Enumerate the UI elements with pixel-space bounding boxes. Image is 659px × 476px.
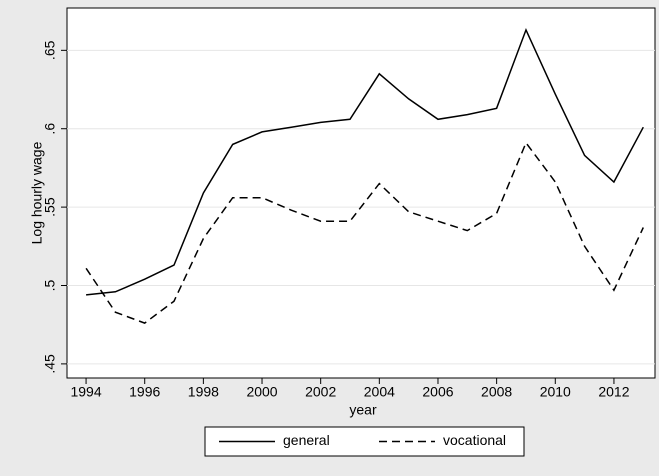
x-tick-label: 1996 xyxy=(129,384,160,400)
x-tick-label: 2000 xyxy=(246,384,277,400)
y-tick-label: .55 xyxy=(42,197,58,217)
x-tick-label: 1994 xyxy=(70,384,101,400)
y-tick-label: .6 xyxy=(42,123,58,135)
x-tick-label: 1998 xyxy=(188,384,219,400)
x-axis-title: year xyxy=(349,402,377,418)
y-tick-label: .45 xyxy=(42,354,58,374)
series-line xyxy=(85,141,644,324)
plot-area xyxy=(66,7,656,379)
legend-label: vocational xyxy=(443,432,506,448)
series-line xyxy=(86,27,644,296)
y-axis-title: Log hourly wage xyxy=(29,141,45,244)
legend-label: general xyxy=(283,432,330,448)
x-tick-label: 2006 xyxy=(422,384,453,400)
x-tick-label: 2002 xyxy=(305,384,336,400)
x-tick-label: 2004 xyxy=(364,384,395,400)
x-tick-label: 2010 xyxy=(540,384,571,400)
x-tick-label: 2008 xyxy=(481,384,512,400)
y-tick-label: .65 xyxy=(42,40,58,60)
x-tick-label: 2012 xyxy=(598,384,629,400)
y-tick-label: .5 xyxy=(42,279,58,291)
